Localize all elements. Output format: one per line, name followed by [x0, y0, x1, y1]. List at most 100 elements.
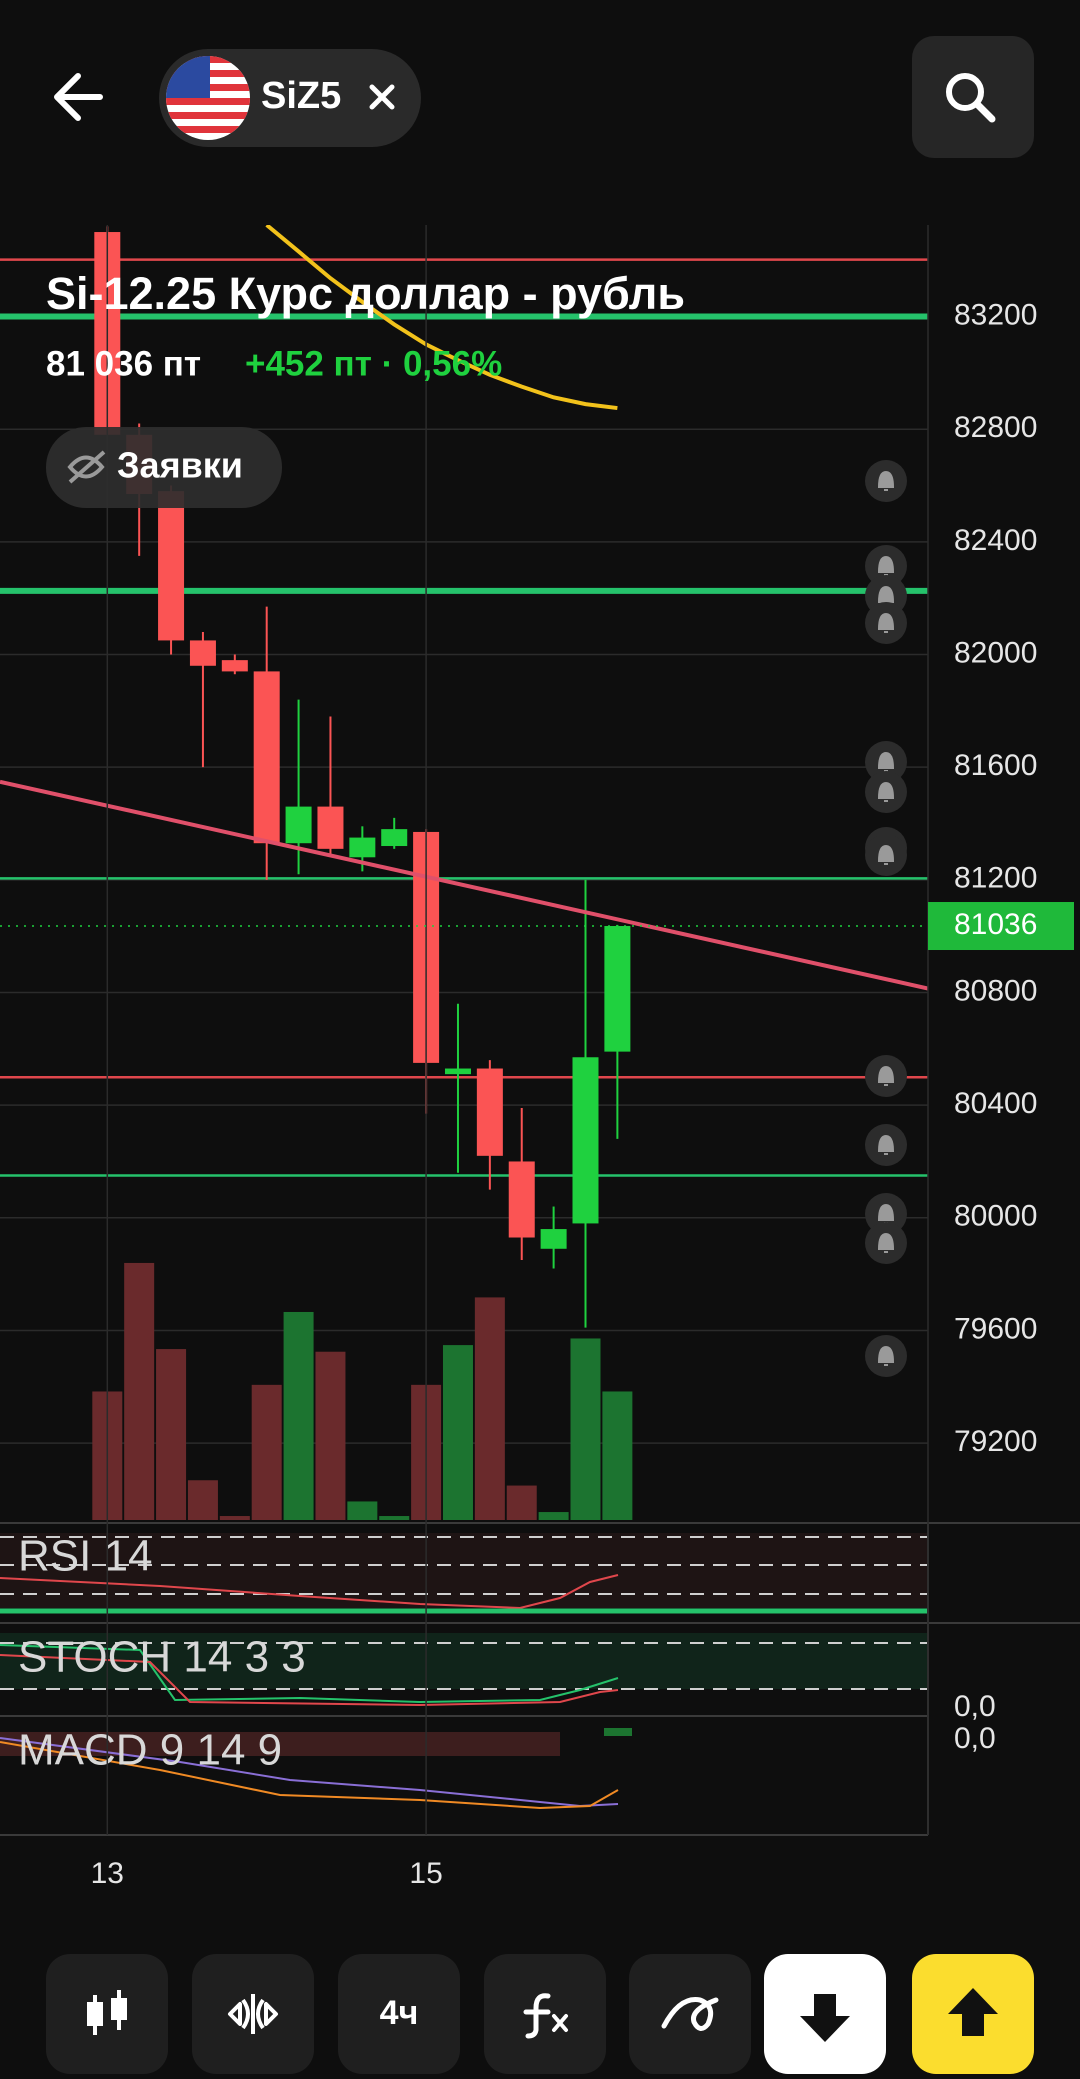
volume-bar: [219, 1516, 250, 1520]
y-tick-label: 82400: [954, 524, 1037, 557]
zero-label: 0,0: [954, 1722, 996, 1755]
volume-bar: [474, 1297, 505, 1520]
sell-button[interactable]: [764, 1954, 886, 2074]
back-button[interactable]: [54, 73, 103, 121]
volume-bar: [442, 1345, 473, 1520]
zero-label: 0,0: [954, 1690, 996, 1723]
alert-bell[interactable]: [865, 741, 907, 783]
timeframe: 4ч: [380, 1994, 419, 2032]
volume-bar: [379, 1516, 410, 1520]
chart-type-button[interactable]: [46, 1954, 168, 2074]
candle-body: [285, 806, 312, 844]
compare-button[interactable]: [192, 1954, 314, 2074]
volume-bar: [347, 1501, 378, 1520]
search-button[interactable]: [912, 36, 1034, 158]
y-tick-label: 79600: [954, 1312, 1037, 1345]
alert-bell-icon: [877, 1232, 895, 1253]
alert-bell[interactable]: [865, 771, 907, 813]
rsi-line: [0, 1574, 619, 1610]
candle-body: [381, 829, 408, 847]
stoch-line: [0, 1644, 619, 1704]
eye-off-icon: [67, 450, 106, 484]
macd-histogram: [0, 1732, 560, 1756]
alert-bell-icon: [877, 1203, 895, 1224]
toolbar: 4ч: [46, 1954, 1034, 2074]
indicator-label: MACD 9 14 9: [18, 1726, 282, 1775]
last-price-label: 81036: [954, 908, 1037, 941]
alert-bell[interactable]: [865, 1222, 907, 1264]
orders-button-label: Заявки: [117, 445, 243, 486]
y-tick-label: 81200: [954, 862, 1037, 895]
alert-bell[interactable]: [865, 460, 907, 502]
candle-body: [189, 640, 216, 666]
ticker-pill[interactable]: SiZ5: [159, 49, 421, 147]
alert-bell-icon: [877, 470, 895, 491]
x-tick-label: 15: [409, 1857, 442, 1890]
alert-bell[interactable]: [865, 1193, 907, 1235]
volume-bar: [251, 1384, 282, 1520]
candle-body: [253, 671, 280, 844]
y-tick-label: 82000: [954, 636, 1037, 669]
candle-body: [221, 660, 248, 672]
candle-body: [540, 1229, 567, 1249]
moving-average: [265, 225, 618, 411]
candle-body: [476, 1068, 503, 1156]
volume-bar: [602, 1391, 633, 1520]
volume-bar: [124, 1262, 155, 1520]
alert-bell-icon: [877, 555, 895, 576]
change-label: +452 пт · 0,56%: [245, 344, 502, 383]
y-tick-label: 82800: [954, 411, 1037, 444]
candle-body: [572, 1057, 599, 1224]
alert-bell[interactable]: [865, 602, 907, 644]
candle-body: [508, 1161, 535, 1238]
volume-bar: [538, 1512, 569, 1520]
candle-body: [349, 837, 376, 858]
trend-line: [0, 779, 928, 991]
orders-button[interactable]: Заявки: [46, 427, 282, 508]
x-tick-label: 13: [91, 1857, 124, 1890]
alert-bell-icon: [877, 1345, 895, 1366]
alert-bell-icon: [877, 781, 895, 802]
candle-body: [158, 491, 185, 641]
rsi-band: [0, 1533, 928, 1608]
volume-bar: [283, 1311, 314, 1520]
alert-bell[interactable]: [865, 1055, 907, 1097]
candle-body: [317, 806, 344, 849]
indicator-label: STOCH 14 3 3: [18, 1633, 306, 1682]
y-tick-label: 80000: [954, 1200, 1037, 1233]
volume-bar: [506, 1485, 537, 1520]
indicators-button[interactable]: [484, 1954, 606, 2074]
buy-button[interactable]: [912, 1954, 1034, 2074]
y-tick-label: 80400: [954, 1087, 1037, 1120]
candle-body: [604, 926, 631, 1052]
macd-histogram: [604, 1728, 632, 1736]
chart-title: Si-12.25 Курс доллар - рубль: [46, 268, 685, 319]
volume-bar: [187, 1480, 218, 1520]
y-tick-label: 80800: [954, 974, 1037, 1007]
y-tick-label: 81600: [954, 749, 1037, 782]
alert-bell[interactable]: [865, 834, 907, 876]
y-tick-label: 83200: [954, 298, 1037, 331]
alert-bell-icon: [877, 751, 895, 772]
alert-bell-icon: [877, 612, 895, 633]
stoch-line: [0, 1654, 619, 1707]
indicator-label: RSI 14: [18, 1532, 153, 1581]
alert-bell[interactable]: [865, 545, 907, 587]
alert-bell-icon: [877, 1065, 895, 1086]
last-price-box: [928, 902, 1074, 951]
signal-line: [0, 1741, 619, 1810]
orders-button-bg: [46, 427, 282, 508]
ticker: SiZ5: [261, 75, 341, 117]
drawing-button[interactable]: [629, 1954, 751, 2074]
y-tick-label: 79200: [954, 1425, 1037, 1458]
alert-bell[interactable]: [865, 1335, 907, 1377]
alert-bell[interactable]: [865, 1124, 907, 1166]
timeframe-button[interactable]: 4ч: [338, 1954, 460, 2074]
volume-bar: [315, 1351, 346, 1520]
alert-bell-icon: [877, 844, 895, 865]
alert-bell-icon: [877, 1134, 895, 1155]
volume-bar: [570, 1338, 601, 1520]
candle-body: [444, 1068, 471, 1075]
price-label: 81 036 пт: [46, 344, 201, 383]
